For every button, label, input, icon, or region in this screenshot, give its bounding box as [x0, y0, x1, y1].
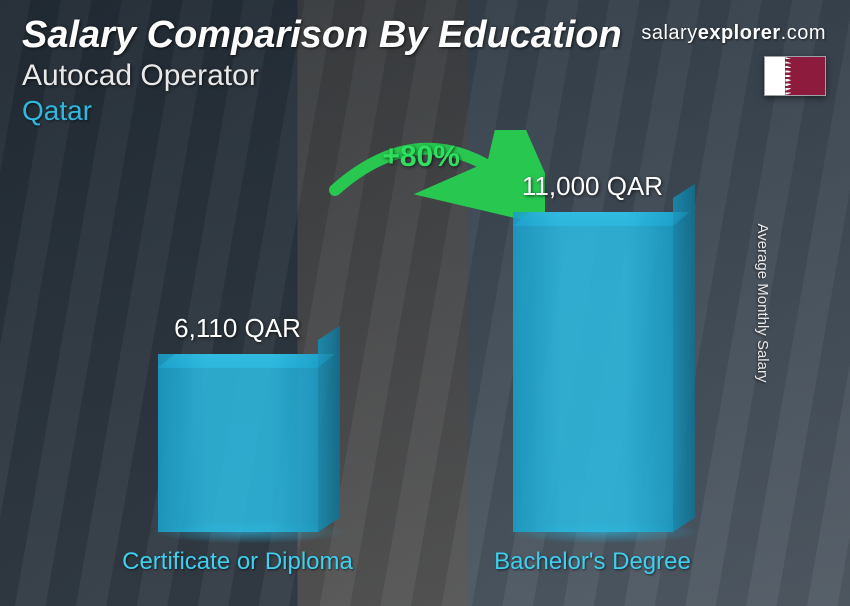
bar-0 [158, 354, 318, 532]
bar-front [158, 354, 318, 532]
bar-group-1: 11,000 QAR [433, 171, 753, 532]
bar-side [673, 184, 695, 532]
x-label-0: Certificate or Diploma [78, 548, 398, 576]
x-axis-labels: Certificate or Diploma Bachelor's Degree [60, 548, 770, 576]
brand-part1: salary [641, 22, 697, 44]
x-label-1: Bachelor's Degree [433, 548, 753, 576]
bars-container: 6,110 QAR 11,000 QAR [60, 150, 770, 532]
bar-group-0: 6,110 QAR [78, 313, 398, 532]
brand-logo: salaryexplorer.com [641, 22, 826, 45]
bar-side [318, 326, 340, 532]
bar-front [513, 212, 673, 532]
chart-subtitle: Autocad Operator [22, 59, 828, 93]
brand-part3: .com [781, 22, 826, 44]
flag-white-band [765, 57, 785, 95]
brand-part2: explorer [698, 22, 781, 44]
qatar-flag-icon [764, 56, 826, 96]
bar-1 [513, 212, 673, 532]
bar-value-label: 11,000 QAR [522, 171, 663, 202]
chart-country: Qatar [22, 95, 828, 127]
bar-chart: 6,110 QAR 11,000 QAR Certificate or Dipl… [60, 150, 770, 576]
bar-value-label: 6,110 QAR [174, 313, 301, 344]
